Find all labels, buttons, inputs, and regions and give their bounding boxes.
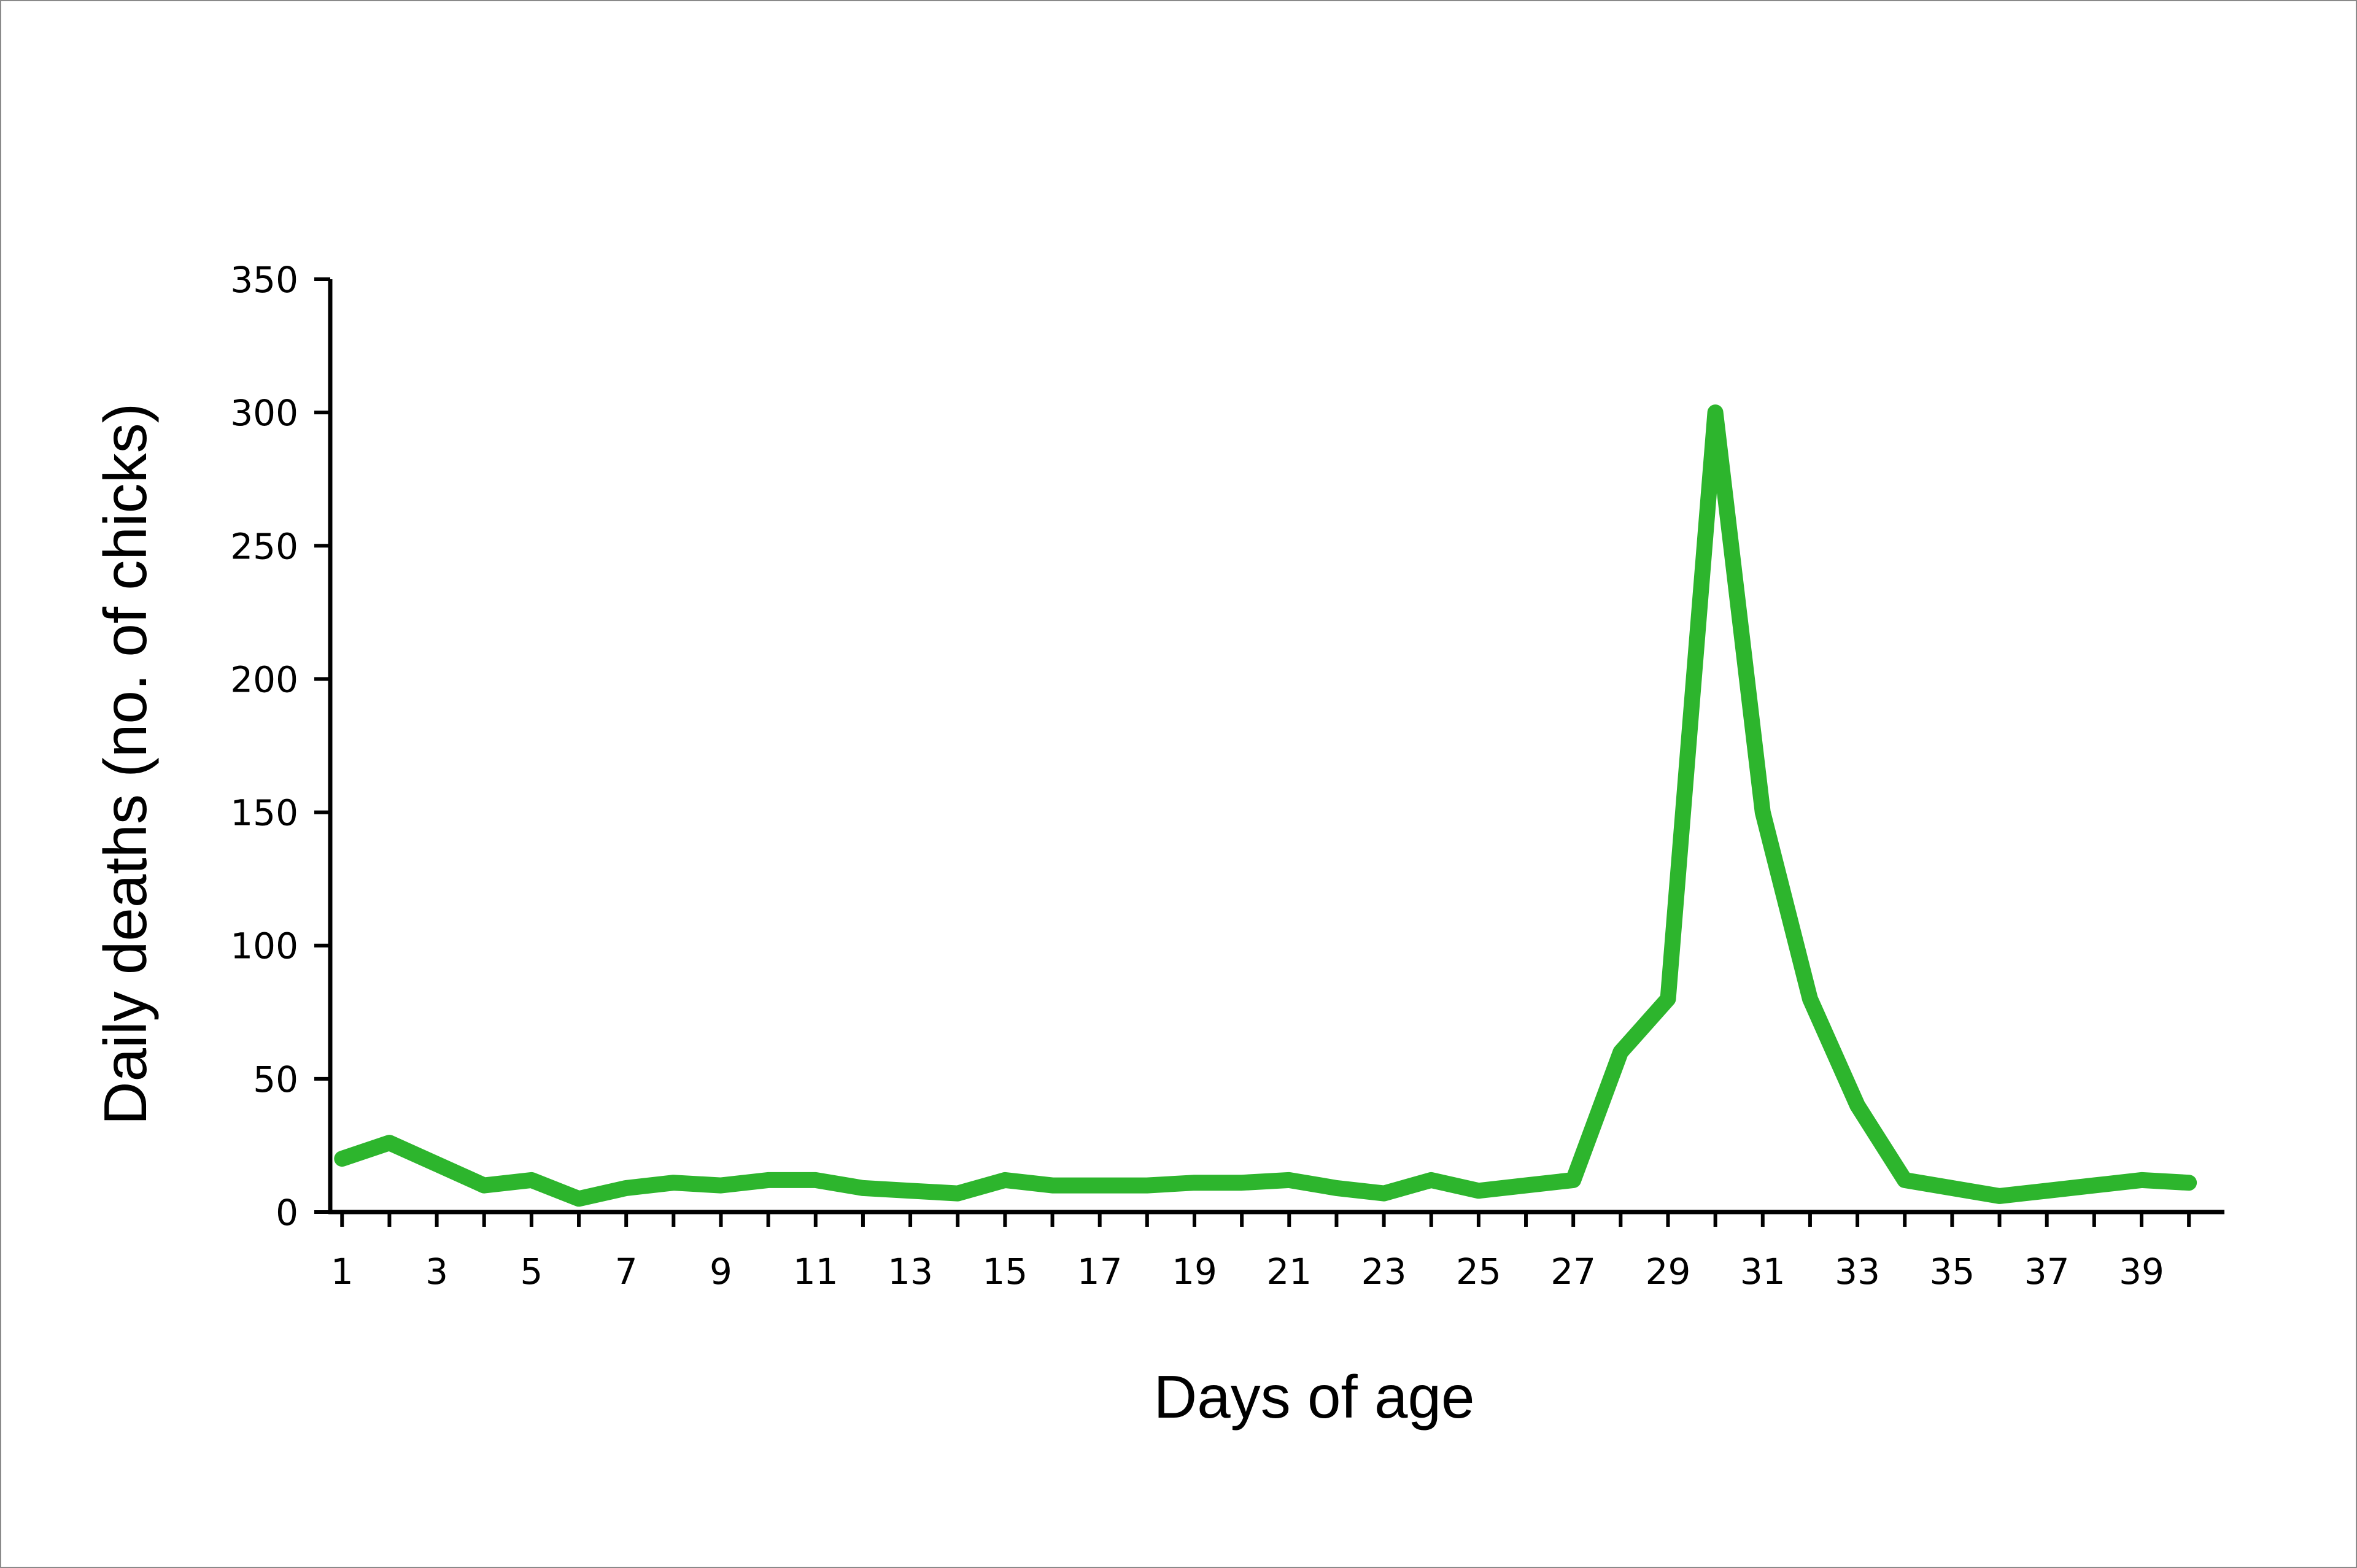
x-tick-label: 37: [2024, 1251, 2070, 1292]
y-axis-ticks: 0 50 100 150 200 250 300 350: [230, 259, 330, 1234]
x-tick-label: 23: [1361, 1251, 1407, 1292]
x-tick-label: 35: [1929, 1251, 1975, 1292]
x-tick-label: 19: [1172, 1251, 1217, 1292]
x-tick-label: 1: [331, 1251, 354, 1292]
y-tick-label: 0: [276, 1192, 298, 1234]
y-tick-label: 200: [230, 658, 298, 700]
series-line: [334, 404, 2197, 1207]
x-tick-label: 25: [1456, 1251, 1501, 1292]
x-tick-label: 9: [710, 1251, 732, 1292]
x-tick-label: 5: [520, 1251, 543, 1292]
y-axis-title: Daily deaths (no. of chicks): [91, 403, 159, 1125]
y-tick-label: 100: [230, 925, 298, 967]
y-tick-label: 150: [230, 792, 298, 834]
x-tick-label: 21: [1266, 1251, 1312, 1292]
x-tick-label: 17: [1077, 1251, 1123, 1292]
x-tick-label: 27: [1550, 1251, 1596, 1292]
axes: [328, 279, 2224, 1215]
series-layer: [334, 404, 2197, 1207]
x-tick-label: 7: [615, 1251, 638, 1292]
y-tick-label: 300: [230, 392, 298, 434]
x-tick-label: 29: [1646, 1251, 1691, 1292]
x-tick-label: 31: [1740, 1251, 1786, 1292]
x-tick-label: 11: [793, 1251, 838, 1292]
x-tick-label: 33: [1835, 1251, 1880, 1292]
x-tick-label: 13: [888, 1251, 933, 1292]
x-tick-label: 3: [425, 1251, 448, 1292]
x-tick-label: 15: [982, 1251, 1028, 1292]
y-tick-label: 250: [230, 525, 298, 567]
y-tick-label: 350: [230, 259, 298, 301]
x-axis-title: Days of age: [1154, 1363, 1475, 1431]
y-tick-label: 50: [253, 1059, 298, 1100]
x-axis-ticks: 1 3 5 7 9 11 13 15 17 19 21 23 25 27 29 31 33 35 37 39: [331, 1212, 2191, 1292]
x-tick-label: 39: [2119, 1251, 2164, 1292]
